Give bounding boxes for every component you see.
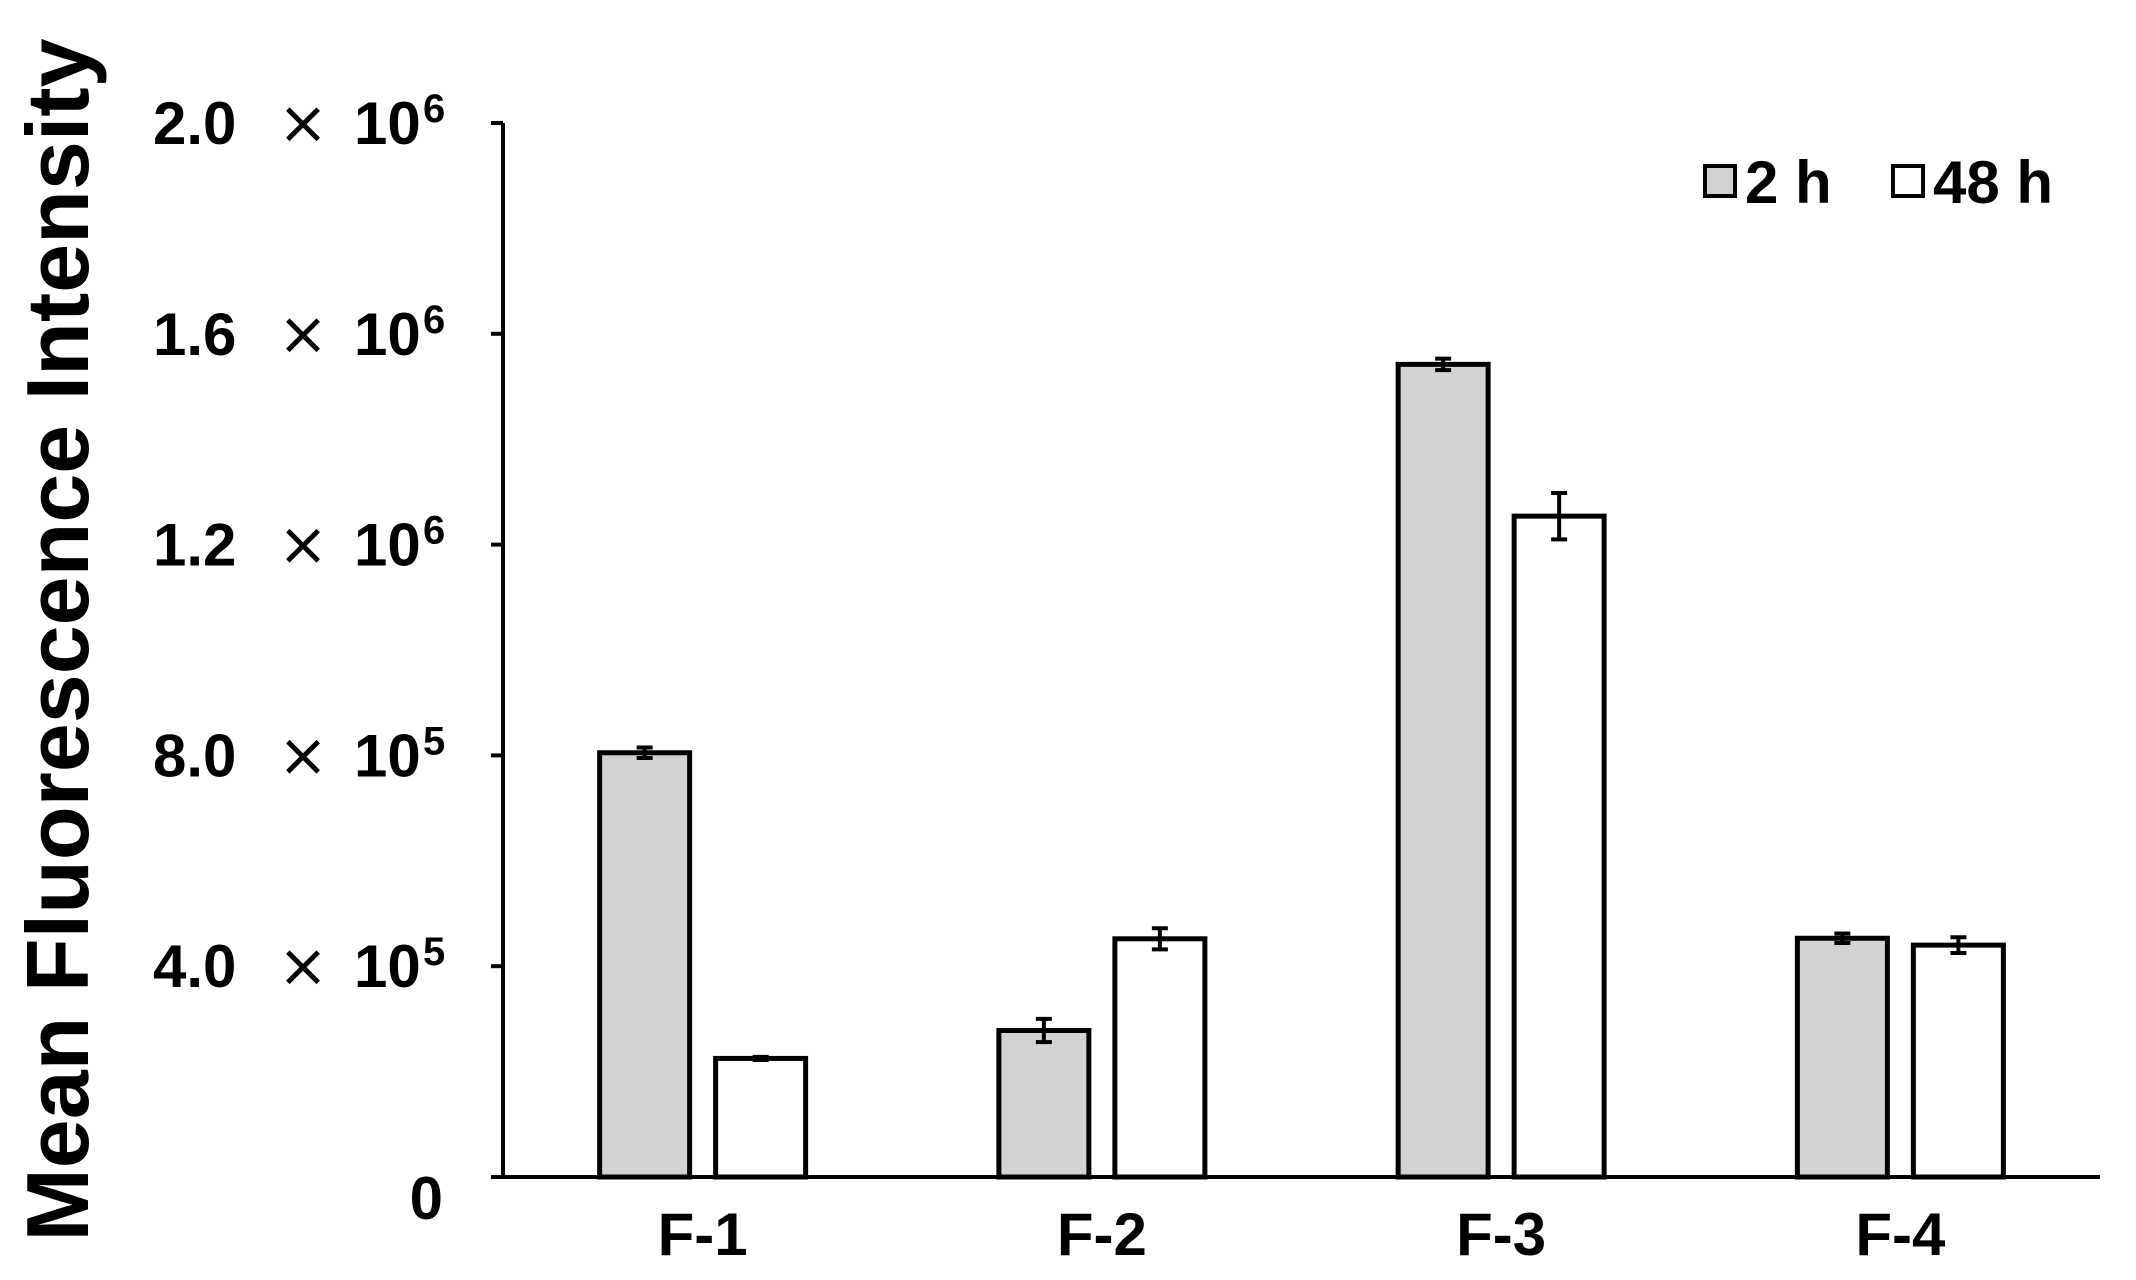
y-tick-mantissa: 2.0 — [153, 90, 236, 157]
y-tick-mantissa: 0 — [410, 1165, 443, 1232]
y-tick-mantissa: 4.0 — [153, 933, 236, 1000]
bar-f-4-2h — [1794, 935, 1890, 1180]
y-tick-exponent: 6 — [423, 509, 445, 553]
y-tick-base: 10 — [354, 933, 421, 1000]
y-axis-title: Mean Fluorescence Intensity — [8, 38, 107, 1241]
y-tick-mantissa: 8.0 — [153, 722, 236, 789]
legend-label: 2 h — [1745, 149, 1832, 216]
bar-f-3-2h — [1395, 361, 1491, 1180]
y-tick-base: 10 — [354, 90, 421, 157]
y-tick-mantissa: 1.6 — [153, 301, 236, 368]
y-tick-label: 1.6 × 10 6 — [153, 298, 445, 369]
y-tick-label: 1.2 × 10 6 — [153, 509, 445, 580]
y-tick-base: 10 — [354, 512, 421, 579]
y-tick-base: 10 — [354, 722, 421, 789]
bar-f-3-48h — [1511, 513, 1607, 1180]
legend-label: 48 h — [1933, 149, 2053, 216]
x-tick-label: F-4 — [1855, 1201, 1946, 1268]
bars — [597, 356, 2006, 1180]
y-tick-exponent: 5 — [423, 719, 445, 763]
y-tick-mantissa: 1.2 — [153, 512, 236, 579]
bar-f-4-48h — [1910, 942, 2006, 1180]
y-tick-times: × — [278, 299, 328, 369]
x-tick-labels: F-1 F-2 F-3 F-4 — [658, 1201, 1946, 1268]
bar-f-2-2h — [996, 1027, 1092, 1180]
bar-f-1-48h — [713, 1055, 809, 1180]
legend: 2 h 48 h — [1703, 149, 2053, 216]
y-tick-label: 0 — [410, 1165, 443, 1232]
y-tick-times: × — [278, 510, 328, 580]
y-tick-exponent: 6 — [423, 298, 445, 342]
bar-f-2-48h — [1112, 936, 1208, 1180]
axes — [491, 121, 2100, 1179]
x-tick-label: F-2 — [1057, 1201, 1147, 1268]
x-tick-label: F-3 — [1456, 1201, 1546, 1268]
y-tick-base: 10 — [354, 301, 421, 368]
y-tick-label: 8.0 × 10 5 — [153, 719, 445, 790]
y-tick-label: 2.0 × 10 6 — [153, 87, 445, 158]
y-tick-labels: 04.0 × 10 58.0 × 10 51.2 × 10 61.6 × 10 62.0 × 10 6 — [153, 87, 445, 1232]
y-tick-times: × — [278, 88, 328, 158]
y-tick-label: 4.0 × 10 5 — [153, 930, 445, 1001]
y-tick-exponent: 6 — [423, 87, 445, 131]
x-tick-label: F-1 — [658, 1201, 748, 1268]
legend-swatch — [1703, 164, 1737, 198]
y-tick-times: × — [278, 931, 328, 1001]
y-tick-times: × — [278, 720, 328, 790]
legend-swatch — [1891, 164, 1925, 198]
y-tick-exponent: 5 — [423, 930, 445, 974]
bar-f-1-2h — [597, 750, 693, 1180]
